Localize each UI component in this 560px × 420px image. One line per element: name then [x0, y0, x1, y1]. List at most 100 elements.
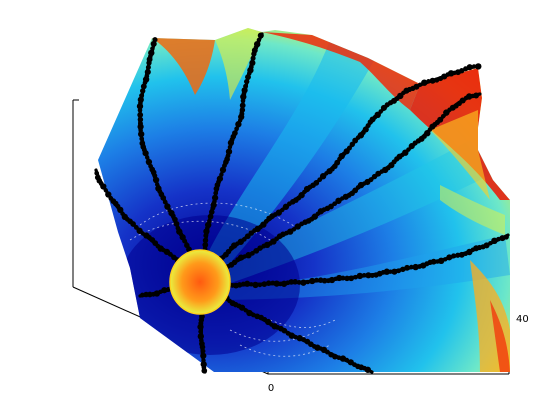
trajectory-marker [421, 79, 428, 86]
trajectory-marker [406, 147, 411, 152]
trajectory-marker [150, 46, 155, 51]
trajectory-marker [216, 175, 224, 182]
trajectory-marker [324, 349, 330, 355]
y-tick-label: 40 [516, 314, 529, 325]
trajectory-marker [138, 121, 143, 126]
trajectory-marker [144, 73, 150, 79]
trajectory-marker [145, 158, 153, 166]
trajectory-marker [362, 273, 367, 278]
trajectory-marker [145, 155, 150, 160]
trajectory-marker [300, 279, 307, 286]
trajectory-marker [244, 280, 251, 287]
trajectory-marker [365, 272, 372, 279]
trajectory-marker [197, 323, 204, 331]
trajectory-marker [239, 102, 246, 109]
trajectory-marker [483, 242, 490, 249]
trajectory-marker [202, 242, 209, 248]
trajectory-marker [291, 227, 297, 232]
trajectory-marker [254, 41, 261, 48]
trajectory-marker [466, 64, 473, 71]
trajectory-marker [491, 237, 498, 244]
trajectory-marker [140, 88, 146, 94]
trajectory-marker [287, 228, 294, 235]
trajectory-marker [353, 274, 358, 280]
trajectory-marker [438, 257, 445, 264]
trajectory-marker [426, 79, 431, 84]
trajectory-marker [314, 277, 319, 283]
trajectory-marker [412, 263, 419, 271]
trajectory-marker [288, 279, 295, 285]
trajectory-marker [136, 227, 143, 234]
trajectory-marker [202, 237, 209, 244]
trajectory-marker [275, 209, 282, 216]
surface-ridge [490, 300, 510, 372]
trajectory-marker [335, 197, 342, 204]
trajectory-marker [446, 254, 453, 261]
trajectory-marker [257, 32, 264, 39]
trajectory-marker [219, 166, 227, 174]
trajectory-marker [199, 344, 206, 350]
trajectory-marker [207, 218, 212, 224]
trajectory-marker [198, 329, 203, 334]
trajectory-marker [155, 185, 162, 192]
trajectory-marker [219, 172, 224, 177]
trajectory-marker [137, 96, 144, 103]
trajectory-marker [152, 37, 158, 43]
trajectory-marker [200, 348, 206, 354]
trajectory-marker [209, 209, 215, 215]
trajectory-marker [503, 234, 509, 240]
trajectory-marker [346, 145, 352, 151]
trajectory-marker [239, 107, 246, 113]
trajectory-marker [294, 223, 301, 230]
trajectory-marker [139, 93, 145, 99]
trajectory-marker [213, 190, 219, 196]
trajectory-marker [288, 332, 295, 339]
trajectory-marker [340, 275, 346, 281]
trajectory-marker [473, 92, 480, 99]
trajectory-marker [175, 225, 181, 231]
trajectory-marker [261, 281, 268, 287]
trajectory-marker [105, 191, 112, 198]
trajectory-marker [281, 327, 288, 334]
trajectory-marker [152, 176, 160, 184]
trajectory-marker [356, 272, 364, 280]
trajectory-marker [280, 207, 285, 213]
trajectory-marker [143, 291, 149, 298]
trajectory-marker [273, 280, 280, 287]
trajectory-marker [137, 112, 144, 118]
trajectory-marker [328, 203, 334, 210]
trajectory-marker [197, 333, 204, 340]
trajectory-marker [164, 203, 171, 210]
trajectory-marker [250, 251, 255, 256]
trajectory-marker [256, 37, 262, 43]
trajectory-marker [150, 40, 157, 47]
trajectory-marker [292, 279, 299, 285]
trajectory-marker [309, 277, 316, 285]
trajectory-marker [140, 83, 147, 90]
trajectory-marker [471, 64, 477, 69]
trajectory-marker [475, 63, 482, 70]
trajectory-marker [344, 275, 350, 282]
trajectory-marker [138, 130, 145, 138]
trajectory-marker [265, 280, 272, 286]
trajectory-marker [336, 274, 343, 282]
trajectory-marker [133, 225, 139, 230]
trajectory-marker [339, 355, 347, 362]
trajectory-marker [442, 257, 448, 262]
trajectory-marker [244, 78, 250, 85]
trajectory-marker [137, 116, 144, 123]
trajectory-marker [321, 277, 328, 284]
trajectory-marker [239, 111, 245, 117]
trajectory-marker [139, 292, 145, 298]
trajectory-marker [241, 237, 247, 242]
trajectory-marker [211, 194, 219, 201]
trajectory-marker [249, 59, 256, 66]
trajectory-marker [161, 287, 168, 294]
trajectory-marker [201, 367, 208, 374]
trajectory-marker [200, 352, 207, 359]
trajectory-markers [94, 32, 509, 374]
trajectory-marker [234, 126, 239, 132]
trajectory-marker [451, 253, 457, 259]
trajectory-marker [430, 258, 437, 265]
